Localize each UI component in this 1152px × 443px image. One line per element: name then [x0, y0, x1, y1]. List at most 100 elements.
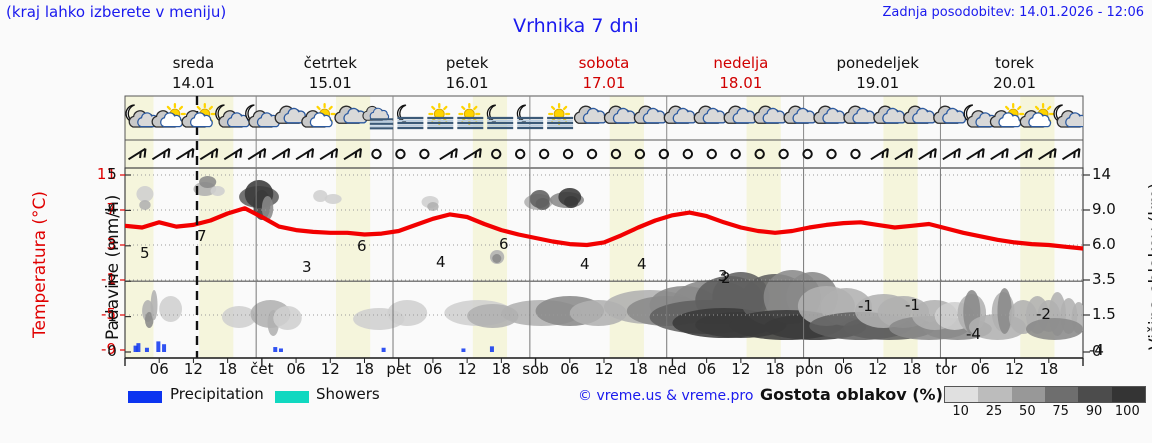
temperature-tick-label-3: -1 — [101, 270, 116, 288]
wind-barb-icon — [966, 147, 985, 161]
wind-barb-icon — [918, 147, 937, 161]
precipitation-bar — [489, 346, 494, 352]
wind-barb-icon — [990, 147, 1009, 161]
x-tick-label-23: tor — [935, 360, 957, 378]
wind-barb-icon — [463, 147, 482, 161]
axis-ticks — [120, 174, 1090, 366]
x-tick-label-6: 18 — [354, 360, 375, 378]
wind-barb-icon — [439, 147, 458, 161]
wind-barb-icon — [151, 147, 171, 161]
temperature-tick-label-0: 11 — [96, 165, 116, 183]
cloud-density-scale-1: 25 — [985, 404, 1003, 419]
x-tick-label-25: 12 — [1005, 360, 1025, 378]
precipitation-tick-label-4: 1 — [107, 306, 117, 325]
cloud-blob — [199, 176, 217, 188]
temperature-annotation-10: -1 — [858, 297, 873, 315]
temperature-annotation-6: 4 — [580, 255, 590, 273]
page-title: Vrhnika 7 dni — [513, 15, 639, 37]
cloud-height-tick-label-2: 6.0 — [1092, 235, 1116, 253]
temperature-annotation-13: -2 — [1036, 305, 1051, 323]
day-name-5: nedelja — [713, 54, 769, 72]
cloud-blob — [136, 186, 154, 202]
day-name-7: torek — [995, 54, 1034, 72]
wind-barb-calm-icon — [371, 148, 382, 160]
x-tick-label-13: 12 — [594, 360, 614, 378]
cloud-blob — [564, 196, 579, 208]
wind-barb-calm-icon — [586, 148, 598, 160]
temperature-annotation-4: 4 — [436, 253, 446, 271]
day-name-1: sreda — [172, 54, 215, 72]
cloud-height-axis-title: Višina oblakov (km) — [1146, 182, 1152, 350]
wind-barb-calm-icon — [419, 148, 430, 160]
x-tick-label-9: 12 — [457, 360, 477, 378]
day-date-2: 15.01 — [308, 74, 352, 92]
copyright-link[interactable]: © vreme.us & vreme.pro — [578, 388, 754, 404]
x-tick-label-0: 06 — [149, 360, 169, 378]
wind-barb-calm-icon — [730, 148, 741, 160]
cloud-blob — [273, 306, 302, 330]
showers-legend-label: Showers — [316, 385, 380, 403]
showers-legend-swatch — [275, 391, 309, 403]
day-date-6: 19.01 — [856, 74, 900, 92]
precipitation-bars — [133, 341, 494, 352]
temperature-curve — [125, 206, 1083, 251]
cloud-blob — [150, 290, 158, 320]
precipitation-bar — [278, 348, 283, 352]
last-update-label: Zadnja posodobitev: 14.01.2026 - 12:06 — [882, 5, 1144, 20]
wind-barb-icon — [1061, 147, 1081, 161]
x-tick-label-17: 12 — [731, 360, 751, 378]
x-tick-label-15: ned — [658, 360, 687, 378]
cloud-density-scale-2: 50 — [1019, 404, 1036, 419]
wind-barb-calm-icon — [682, 148, 694, 160]
cloud-density-segment-4 — [1078, 387, 1112, 402]
wind-barb-icon — [1038, 147, 1057, 161]
x-tick-label-19: pon — [795, 360, 824, 378]
temperature-tick-label-1: 7 — [106, 200, 116, 218]
cloud-blob — [492, 254, 502, 263]
x-tick-label-4: 06 — [286, 360, 306, 378]
cloud-density-legend-label: Gostota oblakov (%) — [760, 385, 943, 404]
cloud-density-scale-4: 90 — [1085, 404, 1103, 419]
wind-barb-calm-icon — [826, 148, 837, 160]
precipitation-bar — [133, 345, 138, 352]
temperature-annotation-0: 5 — [140, 244, 150, 262]
cloud-density-scale-5: 100 — [1114, 404, 1140, 419]
cloud-density-segment-2 — [1011, 387, 1045, 402]
temperature-tick-label-2: 3 — [106, 235, 116, 253]
x-tick-label-10: 18 — [491, 360, 511, 378]
cloud-blob — [139, 200, 151, 210]
cloud-height-tick-label-3: 3.5 — [1092, 270, 1116, 288]
cloud-height-tick-label-4: 1.5 — [1092, 305, 1116, 323]
cloud-density-segment-5 — [1111, 387, 1145, 402]
cloud-density-scale-3: 75 — [1052, 404, 1069, 419]
cloud-density-segment-1 — [978, 387, 1012, 402]
cloud-blob — [261, 196, 274, 220]
x-tick-label-22: 18 — [902, 360, 922, 378]
day-date-1: 14.01 — [171, 74, 215, 92]
wind-barb-calm-icon — [802, 148, 813, 160]
x-tick-label-20: 06 — [833, 360, 854, 378]
precipitation-bar — [273, 347, 278, 352]
precipitation-bar — [136, 343, 141, 352]
temperature-axis-title: Temperatura (°C) — [30, 190, 50, 338]
wind-barb-icon — [127, 147, 147, 161]
precipitation-tick-label-2: 3 — [107, 235, 117, 254]
x-tick-label-2: 18 — [218, 360, 238, 378]
wind-barb-icon — [1014, 147, 1033, 161]
x-tick-label-3: čet — [250, 360, 274, 378]
x-tick-label-11: sob — [522, 360, 549, 378]
x-tick-label-18: 18 — [765, 360, 785, 378]
temperature-annotation-1: 7 — [197, 227, 207, 245]
cloud-blob — [387, 300, 428, 326]
wind-barb-icon — [870, 147, 889, 161]
temperature-line — [125, 206, 1083, 251]
x-tick-label-1: 12 — [183, 360, 203, 378]
wind-barb-icon — [199, 147, 219, 161]
location-hint[interactable]: (kraj lahko izberete v meniju) — [6, 3, 227, 21]
wind-barb-calm-icon — [850, 148, 861, 160]
day-name-6: ponedeljek — [836, 54, 919, 72]
cloud-height-tick-label-0: 14 — [1092, 165, 1112, 183]
day-date-7: 20.01 — [993, 74, 1037, 92]
